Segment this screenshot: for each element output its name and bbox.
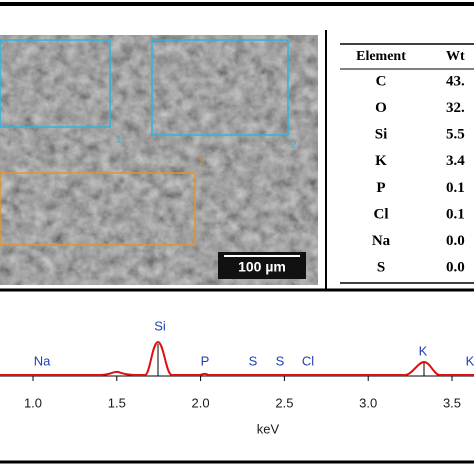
table-cell: Na bbox=[372, 233, 391, 249]
table-cell: P bbox=[376, 180, 385, 196]
peak-label: Si bbox=[154, 318, 166, 333]
region-box bbox=[151, 39, 289, 136]
table-cell: 0.0 bbox=[446, 233, 465, 249]
table-cell: S bbox=[377, 260, 385, 276]
peak-label: K bbox=[466, 353, 474, 368]
x-tick-label: 1.0 bbox=[24, 395, 42, 410]
table-cell: 5.5 bbox=[446, 127, 465, 143]
region-label: 2 bbox=[291, 140, 297, 151]
table-cell: 3.4 bbox=[446, 153, 465, 169]
table-cell: Si bbox=[375, 127, 388, 143]
region-label: 3 bbox=[199, 157, 205, 168]
table-cell: 0.1 bbox=[446, 180, 465, 196]
spectrum-curve bbox=[0, 340, 474, 376]
scale-bar-label: 100 µm bbox=[238, 259, 286, 275]
x-axis-label: keV bbox=[257, 421, 280, 436]
sem-image: 1 2 3 100 µm bbox=[0, 35, 318, 285]
peak-label: Na bbox=[34, 353, 51, 368]
x-tick-label: 2.0 bbox=[192, 395, 210, 410]
table-cell: 43. bbox=[446, 73, 465, 89]
table-header: Wt bbox=[446, 49, 465, 64]
region-label: 1 bbox=[116, 135, 122, 146]
region-box bbox=[0, 172, 196, 246]
table-cell: 0.0 bbox=[446, 260, 465, 276]
x-tick-label: 3.0 bbox=[359, 395, 377, 410]
region-box bbox=[0, 39, 111, 128]
peak-label: S bbox=[249, 353, 258, 368]
table-cell: 32. bbox=[446, 100, 465, 116]
table-cell: O bbox=[375, 100, 387, 116]
x-tick-label: 3.5 bbox=[443, 395, 461, 410]
table-cell: 0.1 bbox=[446, 206, 465, 222]
composition-table: Element Wt C 43. O 32. Si 5.5 K 3.4 P 0.1 Cl 0.1 Na 0… bbox=[340, 43, 474, 284]
spectrum: Na Si P S S Cl K K 1.0 1.5 2.0 2.5 3.0 3.5 keV bbox=[0, 318, 474, 436]
table-cell: Cl bbox=[374, 206, 389, 222]
x-tick-label: 1.5 bbox=[108, 395, 126, 410]
peak-label: S bbox=[276, 353, 285, 368]
table-header: Element bbox=[356, 49, 406, 64]
peak-label: P bbox=[201, 353, 210, 368]
table-cell: K bbox=[375, 153, 387, 169]
x-tick-label: 2.5 bbox=[275, 395, 293, 410]
peak-label: K bbox=[419, 343, 428, 358]
peak-label: Cl bbox=[302, 353, 314, 368]
table-cell: C bbox=[376, 73, 387, 89]
